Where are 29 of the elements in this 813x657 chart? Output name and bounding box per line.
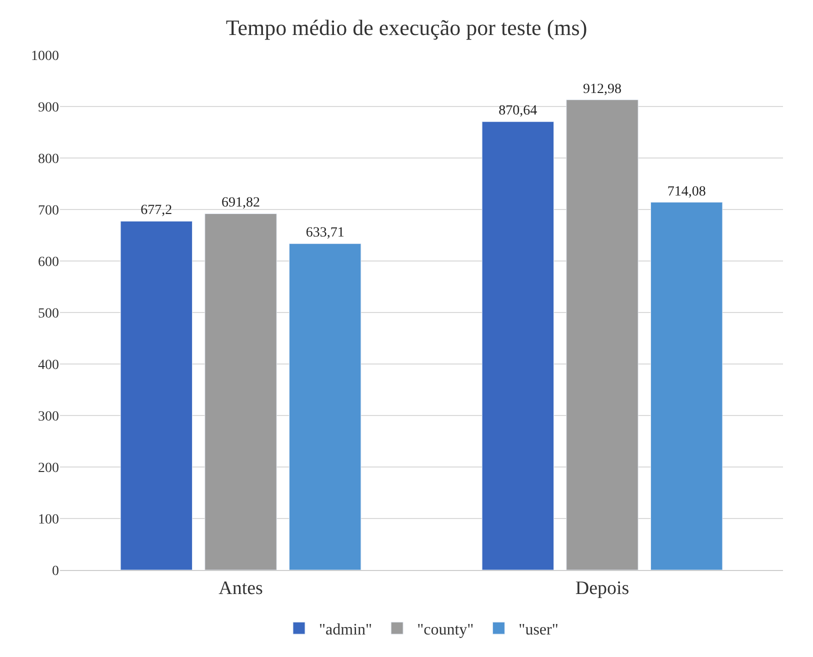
y-tick-label: 1000 [31, 48, 59, 64]
legend-label: "admin" [319, 621, 372, 638]
data-label: 691,82 [222, 196, 260, 211]
legend-label: "county" [417, 621, 474, 638]
data-label: 633,71 [306, 226, 344, 241]
y-tick-label: 300 [38, 409, 59, 424]
bar [482, 121, 554, 570]
bar [566, 100, 638, 570]
y-tick-label: 800 [38, 152, 59, 167]
y-tick-label: 700 [38, 203, 59, 218]
x-tick-label: Depois [575, 578, 630, 599]
chart-title: Tempo médio de execução por teste (ms) [226, 15, 588, 40]
y-tick-label: 500 [38, 306, 59, 322]
data-label: 677,2 [140, 203, 172, 218]
data-label: 870,64 [498, 104, 538, 119]
bar [120, 220, 192, 570]
y-tick-label: 100 [38, 512, 59, 528]
bar [204, 213, 277, 570]
y-tick-label: 200 [38, 460, 59, 476]
y-tick-label: 900 [38, 100, 59, 116]
y-tick-label: 400 [38, 358, 59, 373]
legend-label: "user" [518, 621, 558, 638]
data-label: 912,98 [583, 82, 622, 97]
data-label: 714,08 [667, 184, 706, 200]
bar [650, 202, 723, 570]
bar [289, 243, 362, 570]
y-tick-label: 600 [38, 254, 59, 270]
x-tick-label: Antes [218, 578, 263, 599]
y-tick-label: 0 [52, 564, 59, 579]
